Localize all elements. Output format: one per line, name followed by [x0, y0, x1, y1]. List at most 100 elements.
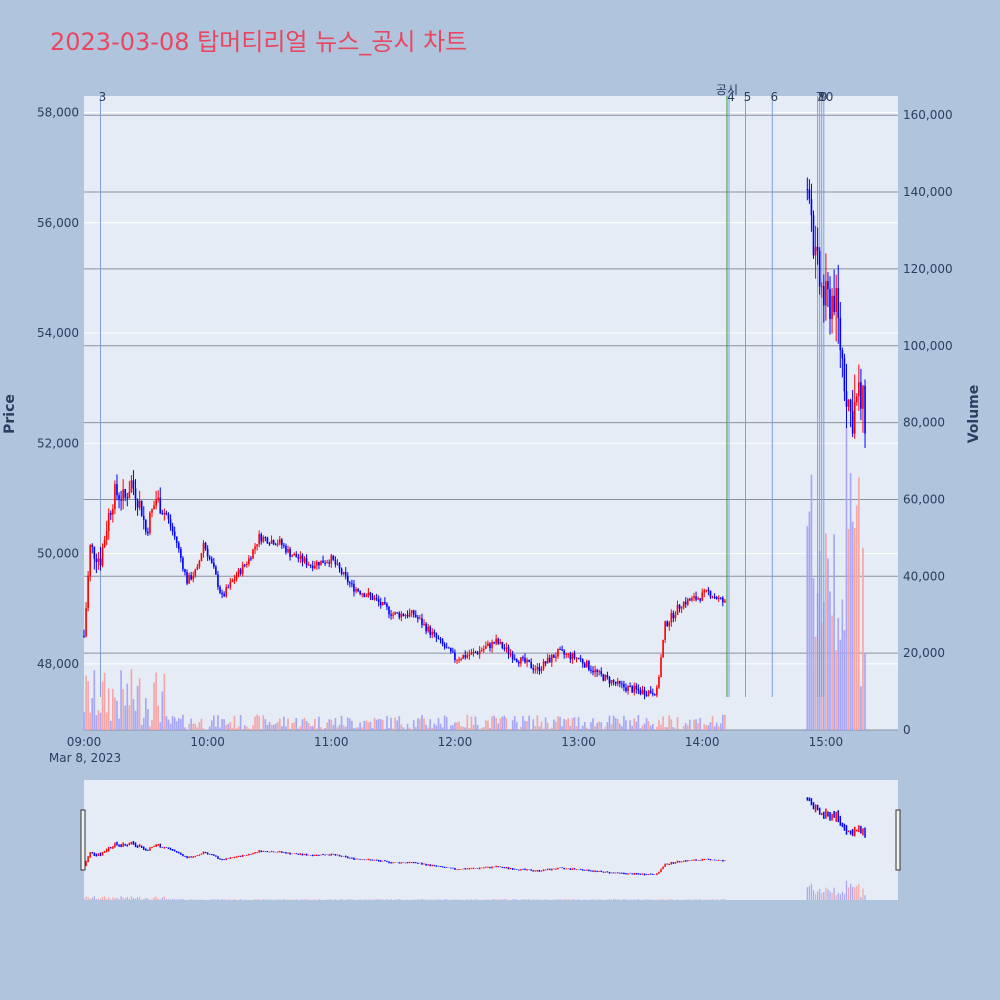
- candle-body: [291, 555, 293, 557]
- volume-bar: [235, 728, 238, 730]
- volume-bar: [493, 715, 495, 730]
- candle-body: [641, 689, 644, 694]
- candle-body: [542, 661, 545, 669]
- candle-body: [196, 566, 199, 570]
- candle-body: [596, 669, 598, 672]
- candle-body: [557, 648, 559, 657]
- volume-bar: [656, 726, 658, 730]
- candle-body: [501, 641, 504, 649]
- annotation-label: 5: [744, 90, 752, 104]
- slider-volume-bar: [693, 899, 695, 900]
- slider-volume-bar: [577, 899, 580, 900]
- slider-volume-bar: [625, 899, 627, 900]
- candle-body: [369, 592, 372, 596]
- volume-bar: [196, 727, 199, 730]
- volume-bar: [458, 721, 460, 730]
- slider-volume-bar: [223, 899, 225, 900]
- candle-body: [449, 647, 452, 652]
- slider-volume-bar: [858, 884, 860, 900]
- candle-body: [476, 652, 479, 655]
- slider-volume-bar: [254, 899, 256, 900]
- candle-body: [396, 612, 399, 614]
- candle-body: [85, 607, 87, 637]
- candle-body: [538, 666, 541, 672]
- candle-body: [373, 598, 376, 600]
- candle-body: [400, 613, 403, 618]
- volume-bar: [231, 727, 234, 730]
- volume-bar: [421, 715, 423, 730]
- volume-bar: [592, 718, 594, 730]
- slider-volume-bar: [617, 899, 619, 900]
- volume-bar: [571, 718, 574, 730]
- volume-bar: [173, 717, 176, 730]
- volume-bar: [660, 724, 662, 730]
- volume-bar: [367, 722, 370, 730]
- candle-body: [159, 497, 162, 514]
- slider-volume-bar: [635, 899, 637, 900]
- volume-bar: [398, 716, 401, 730]
- candle-body: [384, 601, 386, 604]
- volume-bar: [198, 722, 201, 730]
- slider-volume-bar: [334, 899, 337, 900]
- price-tick-label: 52,000: [37, 436, 79, 450]
- candle-body: [431, 631, 434, 635]
- volume-bar: [452, 725, 454, 730]
- rangeslider-left-handle[interactable]: [80, 809, 86, 871]
- volume-bar: [864, 652, 866, 730]
- volume-bar: [431, 727, 434, 730]
- slider-volume-bar: [429, 899, 431, 900]
- volume-bar: [381, 720, 384, 730]
- slider-volume-bar: [512, 899, 514, 900]
- candle-body: [495, 638, 497, 644]
- volume-bar: [682, 725, 685, 730]
- candle-body: [200, 553, 203, 562]
- volume-bar: [361, 727, 364, 730]
- slider-volume-bar: [83, 898, 85, 900]
- slider-volume-bar: [221, 899, 223, 900]
- candle-body: [367, 592, 370, 596]
- volume-bar: [126, 683, 129, 730]
- slider-volume-bar: [843, 893, 846, 900]
- volume-bar: [145, 698, 147, 730]
- slider-volume-bar: [378, 899, 380, 900]
- slider-volume-bar: [217, 899, 219, 900]
- candle-body: [410, 610, 413, 613]
- candle-body: [684, 601, 687, 605]
- volume-bar: [485, 720, 487, 730]
- volume-bar: [707, 725, 710, 730]
- volume-bar: [200, 718, 203, 730]
- slider-volume-bar: [598, 899, 600, 900]
- volume-bar: [705, 725, 708, 730]
- slider-volume-bar: [200, 899, 203, 900]
- candle-body: [256, 544, 258, 547]
- slider-volume-bar: [240, 899, 242, 900]
- candle-body: [390, 614, 392, 616]
- candle-body: [371, 595, 374, 600]
- candle-body: [678, 604, 681, 609]
- slider-volume-bar: [695, 899, 697, 900]
- rangeslider-right-handle[interactable]: [895, 809, 901, 871]
- volume-bar: [157, 705, 160, 730]
- slider-volume-bar: [328, 899, 330, 900]
- volume-bar: [548, 729, 551, 730]
- volume-bar: [814, 636, 817, 730]
- volume-bar: [316, 728, 318, 730]
- candle-body: [437, 637, 440, 639]
- candle-body: [136, 500, 139, 508]
- candle-body: [140, 500, 143, 516]
- volume-bar: [717, 726, 720, 730]
- volume-bar: [122, 689, 124, 730]
- slider-volume-bar: [699, 899, 701, 900]
- candle-body: [252, 549, 254, 559]
- slider-volume-bar: [499, 899, 501, 900]
- candle-body: [419, 618, 421, 620]
- candle-body: [699, 598, 701, 601]
- rangeslider-bg[interactable]: [84, 780, 898, 900]
- candle-body: [816, 246, 819, 251]
- candle-body: [827, 281, 829, 290]
- candle-body: [703, 590, 706, 593]
- candle-body: [588, 661, 590, 670]
- slider-volume-bar: [369, 899, 372, 900]
- volume-bar: [128, 705, 131, 730]
